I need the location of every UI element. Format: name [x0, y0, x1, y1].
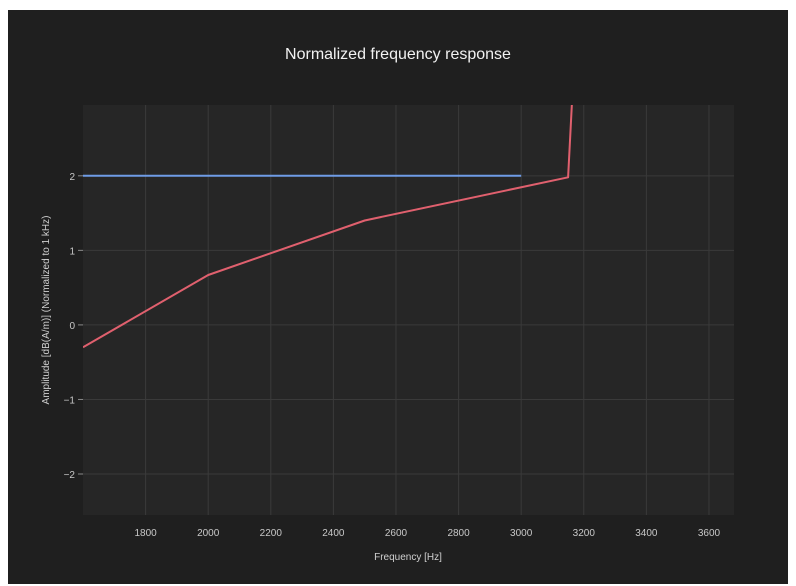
x-tick-label: 2600 [385, 528, 408, 539]
x-axis-label: Frequency [Hz] [374, 552, 442, 563]
x-tick-label: 2400 [322, 528, 345, 539]
x-tick-label: 3000 [510, 528, 533, 539]
y-axis-label: Amplitude [dB(A/m)] (Normalized to 1 kHz… [41, 216, 52, 405]
y-tick-label: −2 [64, 470, 76, 481]
y-tick-label: 2 [69, 172, 75, 183]
x-tick-label: 2200 [260, 528, 283, 539]
y-tick-label: 0 [69, 321, 75, 332]
x-tick-label: 3400 [635, 528, 658, 539]
plot-area [83, 105, 734, 515]
x-tick-label: 2800 [447, 528, 470, 539]
x-tick-label: 1800 [134, 528, 157, 539]
x-tick-label: 3600 [698, 528, 721, 539]
plot-svg: 1800 2000 2200 2400 2600 2800 3000 3200 3400 3600… [8, 10, 788, 584]
x-tick-label: 3200 [573, 528, 596, 539]
y-tick-label: −1 [64, 395, 76, 406]
chart-figure: Normalized frequency response 1800 2000 22… [8, 10, 788, 584]
x-tick-label: 2000 [197, 528, 220, 539]
y-tick-label: 1 [69, 246, 75, 257]
